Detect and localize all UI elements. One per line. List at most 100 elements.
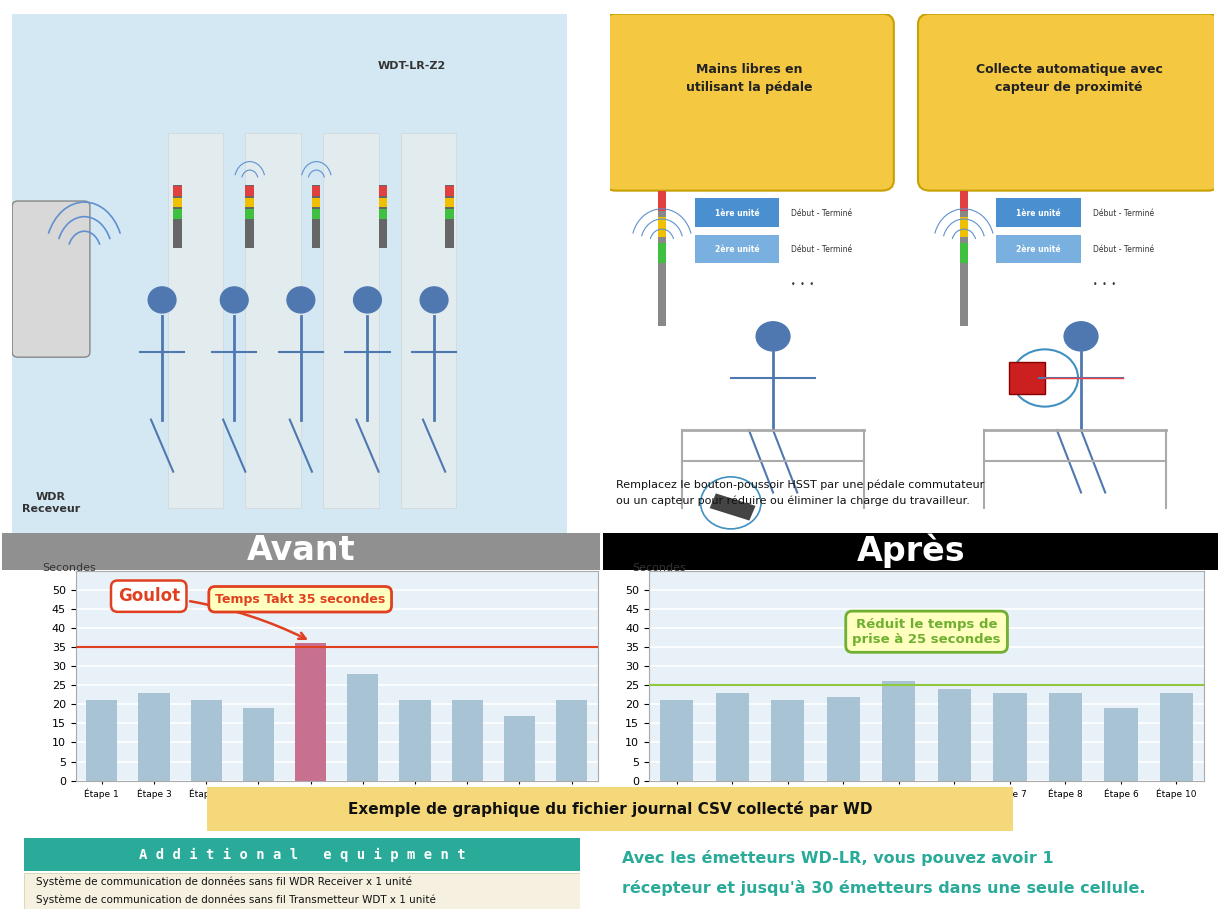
FancyBboxPatch shape	[400, 133, 456, 509]
Text: Exemple de graphique du fichier journal CSV collecté par WD: Exemple de graphique du fichier journal …	[348, 801, 872, 817]
Text: Début - Terminé: Début - Terminé	[792, 245, 853, 254]
Bar	[173, 198, 182, 207]
Text: Réduit le temps de
prise à 25 secondes: Réduit le temps de prise à 25 secondes	[853, 618, 1000, 645]
Bar	[245, 186, 254, 196]
Bar	[243, 708, 274, 781]
Text: Début - Terminé: Début - Terminé	[792, 208, 853, 217]
Text: WDR
Receveur: WDR Receveur	[22, 492, 81, 514]
Bar	[378, 185, 387, 248]
Text: Système de communication de données sans fil Transmetteur WDT x 1 unité: Système de communication de données sans…	[35, 895, 436, 906]
Bar	[87, 700, 117, 781]
Bar	[378, 198, 387, 207]
Text: Système de communication de données sans fil WDR Receiver x 1 unité: Système de communication de données sans…	[35, 876, 411, 887]
Bar	[556, 700, 587, 781]
Text: Début - Terminé: Début - Terminé	[1093, 245, 1154, 254]
Bar	[771, 700, 804, 781]
Bar	[1160, 693, 1193, 781]
FancyBboxPatch shape	[997, 235, 1081, 264]
Bar	[378, 209, 387, 219]
FancyBboxPatch shape	[917, 14, 1220, 191]
Bar	[960, 216, 967, 237]
Text: 2ère unité: 2ère unité	[715, 245, 759, 254]
Bar	[295, 643, 326, 781]
Text: Temps Takt 35 secondes: Temps Takt 35 secondes	[215, 593, 386, 605]
FancyBboxPatch shape	[6, 8, 573, 540]
FancyBboxPatch shape	[604, 14, 894, 191]
Bar	[993, 693, 1026, 781]
Text: Avant: Avant	[246, 534, 356, 567]
Bar	[659, 191, 666, 326]
FancyBboxPatch shape	[2, 533, 600, 570]
Text: Remplacez le bouton-poussoir HSST par une pédale commutateur
ou un capteur pour : Remplacez le bouton-poussoir HSST par un…	[616, 479, 985, 506]
Bar	[245, 209, 254, 219]
Bar	[659, 216, 666, 237]
FancyBboxPatch shape	[183, 786, 1037, 832]
Text: Après: Après	[856, 533, 966, 568]
FancyBboxPatch shape	[245, 133, 301, 509]
Bar	[138, 693, 170, 781]
Text: récepteur et jusqu'à 30 émetteurs dans une seule cellule.: récepteur et jusqu'à 30 émetteurs dans u…	[622, 880, 1146, 897]
Bar	[312, 209, 321, 219]
Bar	[173, 209, 182, 219]
Bar	[451, 700, 483, 781]
Text: 2ère unité: 2ère unité	[1016, 245, 1061, 254]
Bar	[312, 198, 321, 207]
Text: Collecte automatique avec
capteur de proximité: Collecte automatique avec capteur de pro…	[976, 63, 1163, 94]
Bar	[445, 185, 454, 248]
Bar	[960, 243, 967, 264]
FancyBboxPatch shape	[323, 133, 378, 509]
Text: Début - Terminé: Début - Terminé	[1093, 208, 1154, 217]
Bar	[827, 697, 860, 781]
Bar	[173, 185, 182, 248]
Bar	[190, 700, 222, 781]
FancyBboxPatch shape	[12, 201, 90, 357]
Bar	[504, 716, 536, 781]
Text: •  •  •: • • •	[792, 279, 814, 289]
Bar	[1104, 708, 1137, 781]
Circle shape	[287, 287, 315, 313]
Text: Secondes: Secondes	[632, 563, 686, 572]
Text: 1ère unité: 1ère unité	[715, 208, 759, 217]
Circle shape	[756, 321, 791, 351]
Circle shape	[420, 287, 448, 313]
Bar	[245, 198, 254, 207]
FancyBboxPatch shape	[24, 873, 579, 909]
Bar	[710, 493, 755, 520]
Text: WDT-LR-Z2: WDT-LR-Z2	[378, 61, 447, 70]
FancyBboxPatch shape	[167, 133, 223, 509]
Text: Secondes: Secondes	[43, 563, 96, 572]
Text: Goulot: Goulot	[117, 587, 306, 639]
Bar	[245, 185, 254, 248]
Bar	[378, 186, 387, 196]
Bar	[445, 186, 454, 196]
Bar	[938, 689, 971, 781]
Circle shape	[221, 287, 248, 313]
FancyBboxPatch shape	[24, 838, 579, 871]
Bar	[348, 674, 378, 781]
Bar	[312, 186, 321, 196]
Text: A d d i t i o n a l   e q u i p m e n t: A d d i t i o n a l e q u i p m e n t	[139, 847, 465, 862]
FancyBboxPatch shape	[997, 198, 1081, 227]
Text: •  •  •: • • •	[1093, 279, 1116, 289]
Bar	[960, 191, 967, 326]
Bar	[960, 191, 967, 212]
Bar	[660, 700, 693, 781]
FancyBboxPatch shape	[1009, 362, 1044, 394]
Bar	[399, 700, 431, 781]
Bar	[445, 198, 454, 207]
Bar	[445, 209, 454, 219]
FancyBboxPatch shape	[603, 533, 1218, 570]
Bar	[716, 693, 749, 781]
Bar	[882, 681, 915, 781]
Bar	[659, 191, 666, 212]
Bar	[659, 243, 666, 264]
Bar	[173, 186, 182, 196]
Circle shape	[1064, 321, 1098, 351]
Text: Mains libres en
utilisant la pédale: Mains libres en utilisant la pédale	[686, 63, 813, 94]
FancyBboxPatch shape	[694, 235, 780, 264]
Bar	[312, 185, 321, 248]
Text: 1ère unité: 1ère unité	[1016, 208, 1061, 217]
Text: Avec les émetteurs WD-LR, vous pouvez avoir 1: Avec les émetteurs WD-LR, vous pouvez av…	[622, 850, 1054, 866]
Bar	[1049, 693, 1082, 781]
Circle shape	[148, 287, 176, 313]
